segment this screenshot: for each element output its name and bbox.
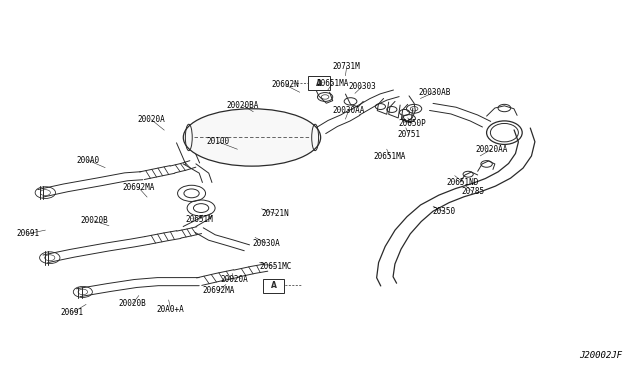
Text: 20731M: 20731M <box>333 62 360 71</box>
Text: 20751: 20751 <box>397 130 420 139</box>
Text: 20691: 20691 <box>16 229 39 238</box>
Text: 20030A: 20030A <box>252 238 280 247</box>
Text: 20030AB: 20030AB <box>419 88 451 97</box>
Text: 20020A: 20020A <box>220 275 248 284</box>
Text: 20651M: 20651M <box>186 215 213 224</box>
Ellipse shape <box>183 109 321 166</box>
Text: 20100: 20100 <box>207 137 230 146</box>
Text: 20020BA: 20020BA <box>227 100 259 110</box>
Text: 20721N: 20721N <box>262 209 289 218</box>
Text: 20785: 20785 <box>461 187 484 196</box>
FancyBboxPatch shape <box>308 76 330 90</box>
Text: 20020A: 20020A <box>138 115 165 124</box>
FancyBboxPatch shape <box>263 279 284 293</box>
Text: 20020B: 20020B <box>118 299 147 308</box>
Text: 20651ND: 20651ND <box>447 178 479 187</box>
Text: 20651MA: 20651MA <box>317 78 349 87</box>
Text: 20020AA: 20020AA <box>476 145 508 154</box>
Text: A: A <box>271 281 276 290</box>
Text: 20692MA: 20692MA <box>202 286 234 295</box>
Text: J20002JF: J20002JF <box>579 351 622 360</box>
Text: 20020B: 20020B <box>81 217 108 225</box>
Text: 20030AA: 20030AA <box>332 106 365 115</box>
Text: 200A0: 200A0 <box>76 156 99 165</box>
Text: 20692MA: 20692MA <box>123 183 155 192</box>
Text: 20650P: 20650P <box>398 119 426 128</box>
Text: A: A <box>316 78 322 87</box>
Text: 20692N: 20692N <box>271 80 299 89</box>
Text: 200303: 200303 <box>348 82 376 91</box>
Text: 20350: 20350 <box>433 207 456 216</box>
Text: 20651MC: 20651MC <box>259 262 292 272</box>
Text: 20691: 20691 <box>60 308 84 317</box>
Text: 20A0+A: 20A0+A <box>157 305 184 314</box>
Text: 20651MA: 20651MA <box>374 152 406 161</box>
